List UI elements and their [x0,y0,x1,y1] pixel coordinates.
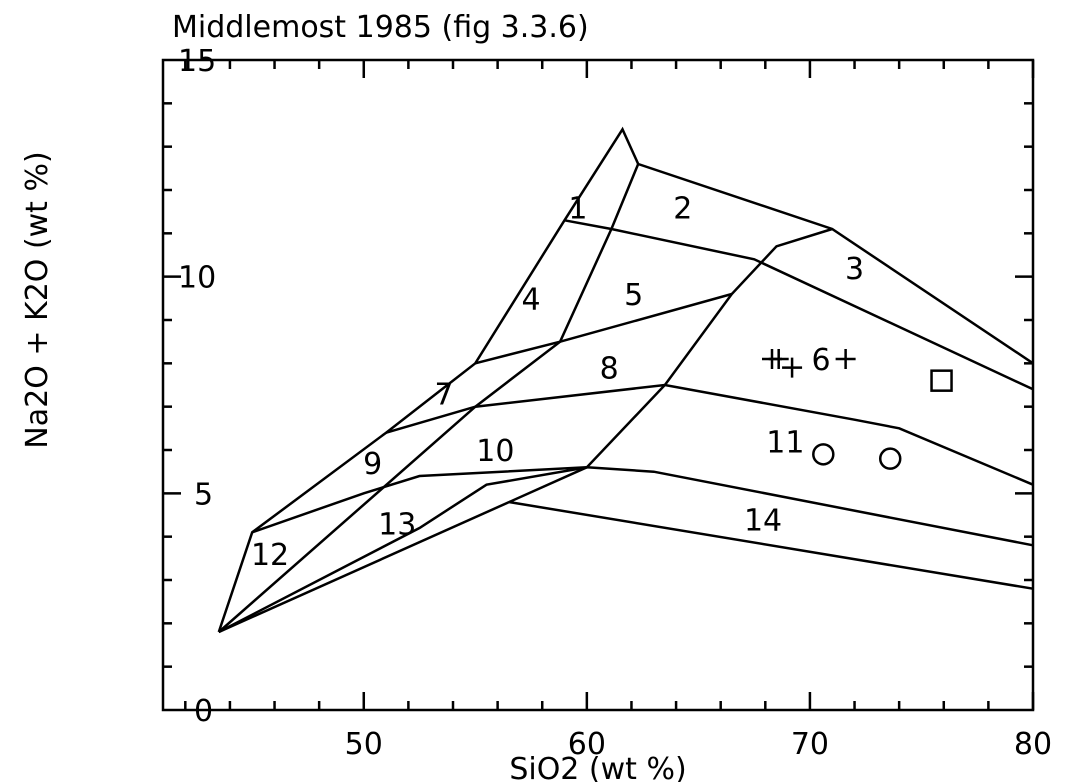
field-label: 1 [568,191,587,226]
field-boundary-line [218,227,833,634]
field-boundary-line [385,383,1034,486]
circle-marker [812,443,835,466]
field-label: 13 [378,508,416,543]
field-boundary-line [564,219,1034,391]
x-axis-label: SiO2 (wt %) [509,752,686,782]
field-label: 2 [673,191,692,226]
field-label: 7 [435,378,454,413]
y-tick-label: 15 [178,44,216,79]
axis-ticks [163,60,1035,710]
field-boundary-line [508,500,1034,590]
x-tick-label: 70 [791,727,829,762]
plot-frame [161,58,1035,712]
y-tick-label: 10 [178,261,216,296]
field-label: 6 [812,343,831,378]
field-boundaries [217,126,1034,634]
circle-marker [878,447,902,470]
y-axis-label: Na2O + K2O (wt %) [20,151,55,448]
field-label: 8 [600,352,619,387]
field-label: 3 [845,252,864,287]
plus-marker [835,349,856,369]
plus-marker [768,349,789,369]
plus-marker [782,357,803,378]
field-boundary-line [217,126,1034,633]
x-tick-label: 80 [1014,727,1052,762]
field-label: 14 [744,503,782,538]
field-label: 10 [476,434,514,469]
y-tick-label: 0 [194,694,213,729]
field-label: 9 [363,447,382,482]
field-label: 5 [624,278,643,313]
field-label: 4 [522,282,541,317]
x-tick-label: 60 [568,727,606,762]
square-marker [930,369,953,392]
data-points [762,349,953,470]
x-tick-label: 50 [345,727,383,762]
y-tick-label: 5 [194,477,213,512]
field-label: 12 [251,538,289,573]
chart-title: Middlemost 1985 (fig 3.3.6) [172,10,589,45]
field-boundary-line [251,466,1034,547]
field-boundary-line [474,292,733,365]
field-label: 11 [766,425,804,460]
field-boundary-line [218,466,588,634]
